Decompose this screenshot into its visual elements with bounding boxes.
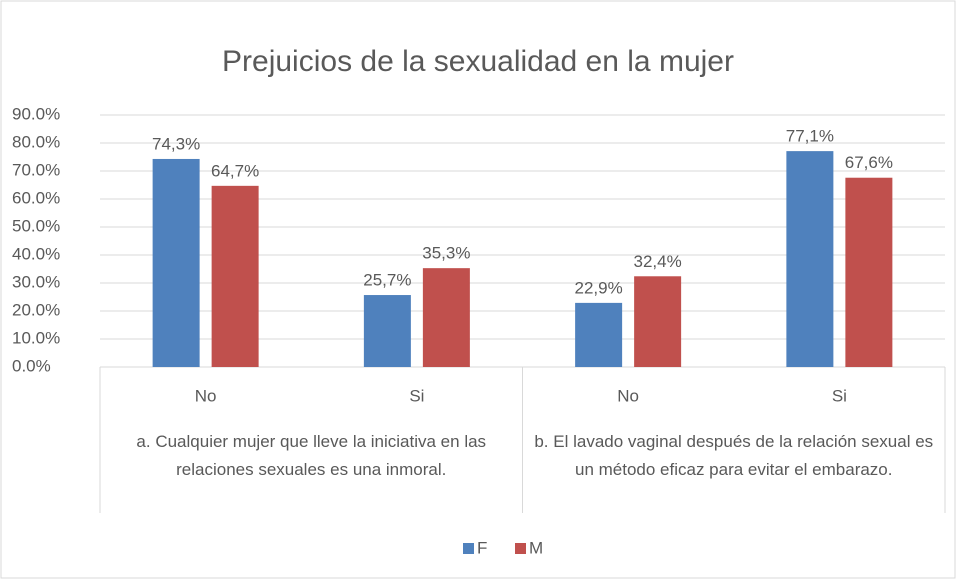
y-tick-label: 30.0% [12,272,60,291]
x-tick-label: No [195,386,217,405]
x-tick-label: Si [409,386,424,405]
y-tick-label: 10.0% [12,328,60,347]
legend-swatch [515,543,526,554]
chart-title: Prejuicios de la sexualidad en la mujer [222,45,734,78]
bar [211,185,259,367]
bar [634,276,682,367]
y-tick-label: 0.0% [12,356,51,375]
data-label: 35,3% [422,244,470,263]
data-label: 67,6% [845,153,893,172]
bar [152,158,200,367]
data-label: 74,3% [152,134,200,153]
data-label: 77,1% [786,127,834,146]
y-tick-label: 70.0% [12,160,60,179]
bar [786,151,834,367]
legend-label: M [529,538,543,557]
y-tick-label: 40.0% [12,244,60,263]
bar [845,177,893,367]
y-tick-label: 20.0% [12,300,60,319]
data-label: 25,7% [363,271,411,290]
legend-label: F [477,538,487,557]
bar [363,295,411,367]
y-tick-label: 80.0% [12,132,60,151]
data-label: 64,7% [211,161,259,180]
bar [575,302,623,367]
y-tick-label: 60.0% [12,188,60,207]
data-label: 22,9% [575,278,623,297]
data-label: 32,4% [634,252,682,271]
x-tick-label: Si [832,386,847,405]
group-label: a. Cualquier mujer que lleve la iniciati… [136,432,487,479]
bar [422,268,470,367]
group-label: b. El lavado vaginal después de la relac… [534,432,934,479]
legend-swatch [463,543,474,554]
x-tick-label: No [617,386,639,405]
y-tick-label: 90.0% [12,104,60,123]
y-tick-label: 50.0% [12,216,60,235]
